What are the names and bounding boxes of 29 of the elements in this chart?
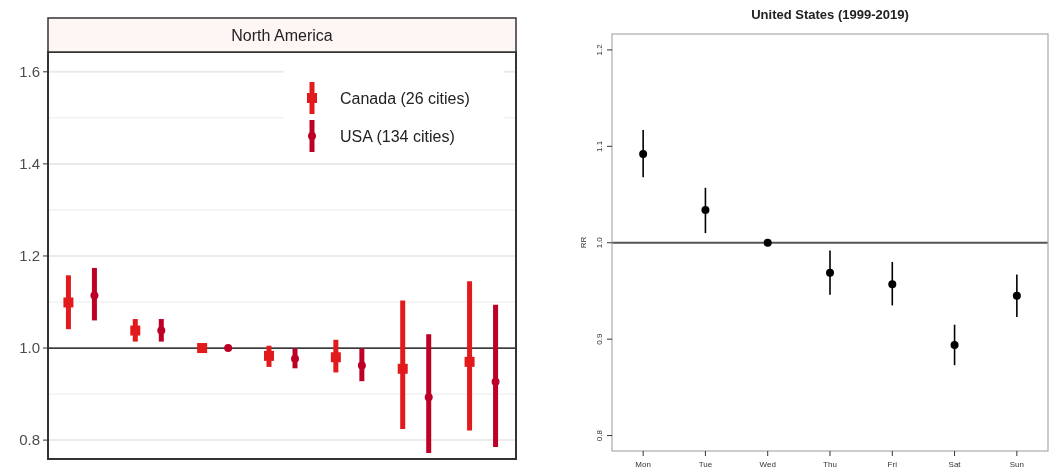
x-tick-label: Thu: [823, 460, 837, 469]
point: [639, 150, 648, 159]
x-tick-label: Sat: [948, 460, 962, 469]
x-tick-label: Tue: [698, 460, 713, 469]
y-axis-title: RR: [579, 236, 588, 249]
x-tick-label: Mon: [635, 460, 651, 469]
point: [701, 205, 710, 214]
y-tick-label: 1.2: [19, 247, 40, 265]
point: [826, 268, 834, 277]
y-tick-label: 0.9: [595, 333, 604, 345]
point: [763, 238, 772, 247]
legend-label: Canada (26 cities): [340, 89, 470, 107]
y-tick-label: 1.0: [595, 236, 604, 249]
x-tick-label: Sun: [1009, 460, 1024, 469]
x-tick-label: Wed: [759, 460, 776, 469]
y-tick-label: 0.8: [19, 431, 40, 449]
y-tick-label: 0.8: [595, 429, 604, 442]
y-tick-label: 1.1: [595, 140, 604, 152]
chart-title: United States (1999-2019): [751, 7, 909, 22]
legend-label: USA (134 cities): [340, 127, 455, 145]
y-tick-label: 1.2: [595, 43, 604, 56]
y-tick-label: 1.6: [19, 63, 40, 81]
y-tick-label: 1.4: [19, 155, 40, 173]
x-tick-label: Fri: [887, 460, 898, 469]
point: [1012, 291, 1021, 300]
point: [950, 340, 959, 349]
point: [888, 280, 897, 289]
y-tick-label: 1.0: [19, 339, 40, 357]
chart-title: North America: [231, 26, 333, 44]
